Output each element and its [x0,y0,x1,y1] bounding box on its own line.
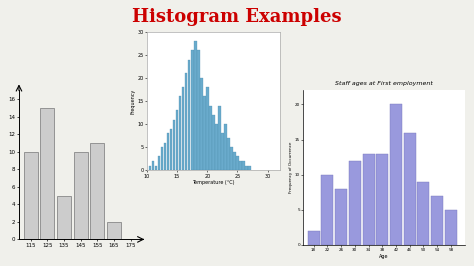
Bar [73,152,88,239]
Bar [215,124,218,170]
Title: Staff ages at First employment: Staff ages at First employment [335,81,433,86]
X-axis label: Temperature (°C): Temperature (°C) [192,180,235,185]
Bar [221,133,224,170]
Bar [197,50,200,170]
Bar [188,60,191,170]
Bar [167,133,169,170]
Bar [161,147,164,170]
Bar [194,41,197,170]
Bar [191,50,193,170]
Bar [218,106,221,170]
Bar [107,222,121,239]
Bar [24,152,38,239]
Bar [212,115,215,170]
Bar [431,196,443,245]
Bar [176,110,178,170]
X-axis label: Age: Age [379,253,389,259]
Bar [233,152,236,170]
Bar [40,108,55,239]
Bar [152,161,155,170]
Text: Histogram Examples: Histogram Examples [132,8,342,26]
Bar [179,97,182,170]
Bar [239,161,242,170]
Bar [445,210,457,245]
Bar [173,119,175,170]
Bar [248,166,251,170]
Bar [230,147,233,170]
Bar [242,161,245,170]
Bar [57,196,71,239]
Bar [349,161,361,245]
Bar [390,105,402,245]
Bar [90,143,104,239]
Bar [182,87,184,170]
Y-axis label: Frequency of Occurrence: Frequency of Occurrence [289,142,293,193]
Bar [203,97,206,170]
Bar [363,153,374,245]
Bar [376,153,388,245]
Bar [155,166,157,170]
Y-axis label: Frequency: Frequency [131,89,136,114]
Bar [236,156,239,170]
Bar [170,129,173,170]
Bar [185,73,188,170]
Bar [164,143,166,170]
Bar [308,231,319,245]
Bar [209,106,211,170]
Bar [200,78,202,170]
Bar [206,87,209,170]
Bar [227,138,230,170]
Bar [245,166,248,170]
Bar [149,166,151,170]
Bar [224,124,227,170]
Bar [158,156,160,170]
Bar [404,132,416,245]
Bar [321,174,333,245]
Bar [418,182,429,245]
Bar [335,189,347,245]
